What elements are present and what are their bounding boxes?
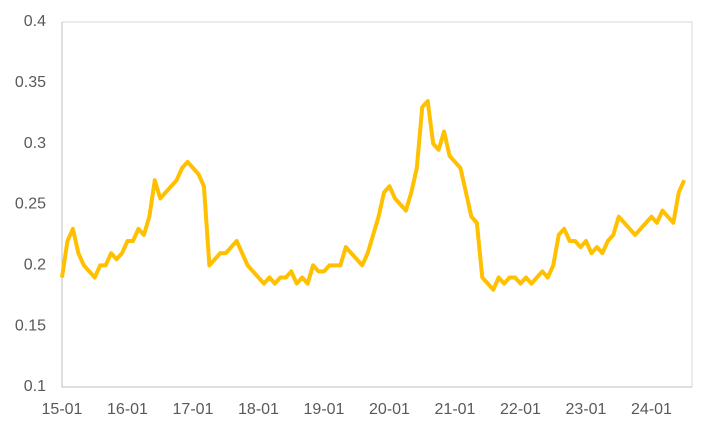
data-line [60,99,687,292]
x-tick-label: 21-01 [435,401,476,418]
x-tick-label: 24-01 [631,401,672,418]
x-tick-label: 23-01 [566,401,607,418]
plot-frame [61,21,693,388]
y-tick-label: 0.3 [24,135,46,152]
y-tick-label: 0.2 [24,257,46,274]
x-tick-label: 20-01 [369,401,410,418]
x-tick-label: 15-01 [42,401,83,418]
y-tick-label: 0.15 [15,317,46,334]
x-tick-label: 16-01 [107,401,148,418]
y-tick-label: 0.1 [24,378,46,395]
y-tick-label: 0.25 [15,196,46,213]
x-tick-label: 22-01 [500,401,541,418]
x-tick-label: 17-01 [173,401,214,418]
y-tick-label: 0.4 [24,13,46,30]
x-tick-label: 19-01 [304,401,345,418]
y-tick-label: 0.35 [15,74,46,91]
x-tick-label: 18-01 [238,401,279,418]
